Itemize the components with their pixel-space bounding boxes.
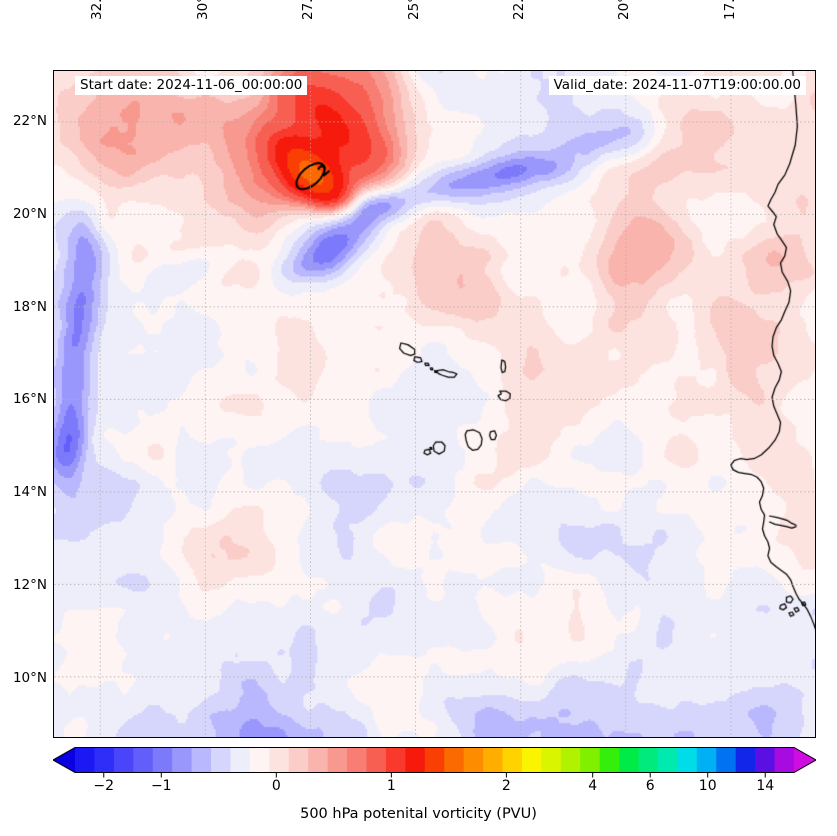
lat-tick-0: 22°N [12,113,47,130]
colorbar-axis-label: 500 hPa potenital vorticity (PVU) [300,806,537,822]
lon-tick-1: 30°W [194,0,211,20]
valid-date-annotation: Valid_date: 2024-11-07T19:00:00.00 [548,76,806,96]
colorbar-tick-8: 14 [756,778,775,794]
colorbar-tick-7: 10 [698,778,717,794]
colorbar-tick-1: −1 [150,778,172,794]
lat-tick-1: 20°N [12,205,47,222]
colorbar-tick-4: 2 [501,778,511,794]
lat-tick-3: 16°N [12,391,47,408]
lon-tick-3: 25°W [405,0,422,20]
colorbar-tick-6: 6 [645,778,655,794]
colorbar [53,747,816,778]
lat-tick-4: 14°N [12,484,47,501]
colorbar-tick-2: 0 [271,778,281,794]
lat-tick-2: 18°N [12,298,47,315]
colorbar-tick-3: 1 [386,778,396,794]
colorbar-tick-0: −2 [93,778,115,794]
lon-tick-2: 27.5°W [300,0,316,20]
colorbar-tick-5: 4 [588,778,598,794]
lon-tick-0: 32.5°W [89,0,105,20]
lat-tick-5: 12°N [12,576,47,593]
start-date-annotation: Start date: 2024-11-06_00:00:00 [75,76,308,96]
lon-tick-4: 22.5°W [511,0,527,20]
map-plot-area: Start date: 2024-11-06_00:00:00 Valid_da… [53,70,816,738]
lat-tick-6: 10°N [12,669,47,686]
lon-tick-6: 17.5°W [722,0,738,20]
lon-tick-5: 20°W [616,0,633,20]
pv-field-heatmap [54,71,815,737]
